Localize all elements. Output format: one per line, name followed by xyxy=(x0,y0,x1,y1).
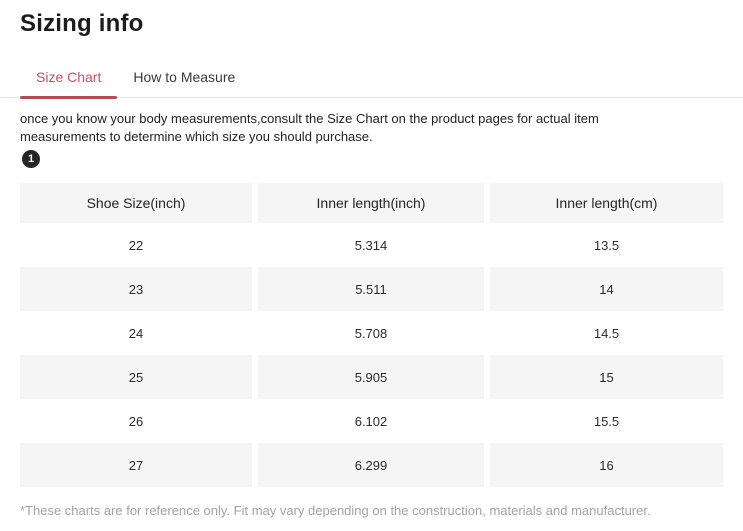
table-cell: 5.708 xyxy=(258,311,484,355)
size-chart-table: Shoe Size(inch) Inner length(inch) Inner l… xyxy=(20,183,723,487)
table-header-cell: Inner length(cm) xyxy=(490,183,723,223)
tab-how-to-measure[interactable]: How to Measure xyxy=(133,69,236,85)
tab-bar: Size Chart How to Measure xyxy=(0,59,743,99)
table-cell: 14.5 xyxy=(490,311,723,355)
page-title: Sizing info xyxy=(20,10,144,37)
table-cell: 14 xyxy=(490,267,723,311)
tab-size-chart[interactable]: Size Chart xyxy=(20,59,118,99)
table-cell: 15 xyxy=(490,355,723,399)
table-cell: 5.511 xyxy=(258,267,484,311)
table-cell: 5.905 xyxy=(258,355,484,399)
table-cell: 25 xyxy=(20,355,252,399)
table-header-cell: Shoe Size(inch) xyxy=(20,183,252,223)
table-cell: 26 xyxy=(20,399,252,443)
table-cell: 22 xyxy=(20,223,252,267)
table-cell: 15.5 xyxy=(490,399,723,443)
table-cell: 24 xyxy=(20,311,252,355)
table-header-cell: Inner length(inch) xyxy=(258,183,484,223)
table-cell: 27 xyxy=(20,443,252,487)
reference-footnote: *These charts are for reference only. Fi… xyxy=(20,503,651,518)
step-1-badge: 1 xyxy=(22,150,40,168)
table-cell: 16 xyxy=(490,443,723,487)
table-cell: 6.299 xyxy=(258,443,484,487)
table-cell: 6.102 xyxy=(258,399,484,443)
size-chart-description: once you know your body measurements,con… xyxy=(20,111,599,144)
table-cell: 23 xyxy=(20,267,252,311)
table-cell: 13.5 xyxy=(490,223,723,267)
table-cell: 5.314 xyxy=(258,223,484,267)
